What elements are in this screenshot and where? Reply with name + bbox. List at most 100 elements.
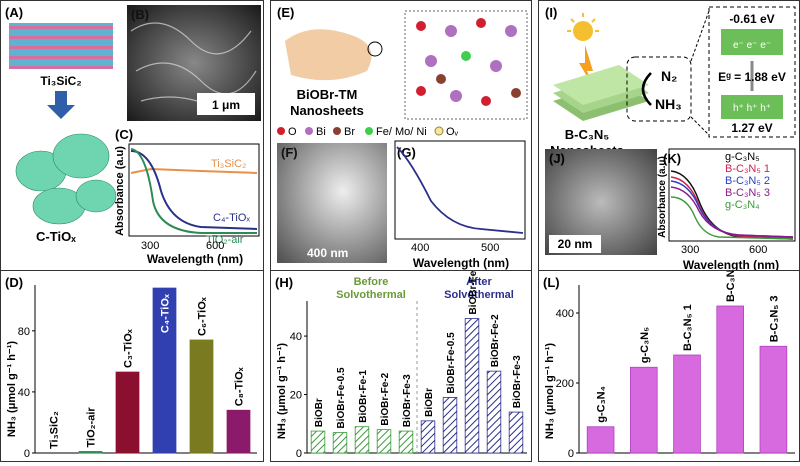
n2-label: N₂ xyxy=(661,68,677,84)
chart-g-tick-1: 500 xyxy=(481,242,499,254)
chart-d-bar xyxy=(152,287,177,454)
chart-k-frame xyxy=(668,148,796,242)
chart-h-bar xyxy=(376,429,392,454)
c-tiox-label: C-TiOₓ xyxy=(36,229,76,244)
chart-d: (D) NH₃ (μmol g⁻¹ h⁻¹) 0 40 80 Ti₃SiC₂ TiO₂-… xyxy=(5,275,257,460)
label-l: (L) xyxy=(543,275,560,290)
chart-k-ylabel: Absorbance (a.u) xyxy=(657,156,668,238)
zoom-line-top xyxy=(690,10,710,62)
legend-e-bi: Bi xyxy=(316,126,326,138)
legend-e-br-icon xyxy=(333,127,341,135)
chart-l-bar xyxy=(716,305,744,454)
chart-h-category-label: BiOBr-Fe-2 xyxy=(380,372,391,425)
biobr-nanosheet-image xyxy=(285,29,372,81)
chart-h-ytick-label: 0 xyxy=(296,448,302,460)
band-structure-box xyxy=(708,6,796,138)
chart-h-category-label: BiOBr-Fe-0.5 xyxy=(336,367,347,429)
chart-h-category-label: BiOBr xyxy=(424,388,435,417)
chart-c-xlabel: Wavelength (nm) xyxy=(147,252,243,266)
chart-h-bar xyxy=(508,411,524,454)
bcn-name-line1: B-C₃N₅ xyxy=(565,127,610,142)
crystal-atoms xyxy=(416,18,521,106)
chart-h-bar xyxy=(420,420,436,454)
chart-h-category-label: BiOBr-Fe-1 xyxy=(468,271,479,315)
chart-c-line-ti3sic2 xyxy=(130,167,258,174)
holes-icon: h⁺ h⁺ h⁺ xyxy=(733,103,771,114)
panel-abc-graphics: (A) Ti₃SiC₂ C-TiOₓ (B) 1 μm (C) Ti₃SiC₂ … xyxy=(5,5,261,266)
chart-g-frame xyxy=(394,140,526,240)
chart-h-bar xyxy=(310,430,326,454)
chart-l-bar xyxy=(586,426,615,454)
chart-h-after-line2: Solvothermal xyxy=(444,289,514,301)
label-d: (D) xyxy=(5,275,23,290)
chart-l-ytick-label: 400 xyxy=(556,308,574,320)
chart-d-ytick-label: 0 xyxy=(24,448,30,460)
label-k: (K) xyxy=(663,151,681,166)
zoom-line-bottom xyxy=(690,116,710,136)
chart-d-bar xyxy=(115,371,140,454)
biobr-title-line2: Nanosheets xyxy=(290,103,364,118)
chart-h-category-label: BiOBr-Fe-0.5 xyxy=(446,332,457,394)
panel-ijk-graphics: (I) B-C₃N₅ Nanosheets N₂ NH₃ -0.61 eV e⁻… xyxy=(545,5,796,272)
label-j: (J) xyxy=(549,151,565,166)
ti3sic2-structure-image xyxy=(9,23,113,69)
legend-k-0: g-C₃N₅ xyxy=(725,151,760,163)
scale-bar-b-bg xyxy=(197,93,255,115)
legend-k-2: B-C₃N₅ 2 xyxy=(725,175,770,187)
chart-l-bar xyxy=(759,345,788,454)
legend-e-bi-icon xyxy=(305,127,313,135)
chart-l-bar xyxy=(673,354,701,454)
label-i: (I) xyxy=(545,5,557,20)
sun-icon xyxy=(573,21,593,41)
chart-h-bar xyxy=(486,370,502,454)
chart-d-category-label: C₄-TiOₓ xyxy=(160,293,172,333)
chart-h-bar xyxy=(332,432,348,454)
label-g: (G) xyxy=(397,145,416,160)
panel-l: (L) NH₃ (μmol g⁻¹ h⁻¹) 0 200 400 g-C₃N₄ g-C₃… xyxy=(538,255,800,462)
chart-h-bar xyxy=(398,430,414,454)
chart-g-line xyxy=(396,146,524,234)
chart-l-category-label: g-C₃N₅ xyxy=(639,327,651,363)
label-b: (B) xyxy=(131,7,149,22)
vb-energy: 1.27 eV xyxy=(731,121,772,135)
chart-d-category-label: C₈-TiOₓ xyxy=(234,366,246,406)
chart-h-category-label: BiOBr-Fe-2 xyxy=(490,314,501,367)
chart-h-category-label: BiOBr-Fe-1 xyxy=(358,369,369,422)
label-a: (A) xyxy=(5,5,23,20)
arrow-down-icon-head xyxy=(47,105,75,119)
scale-bar-f: 400 nm xyxy=(307,246,348,260)
sun-rays-icon xyxy=(567,13,599,32)
chart-d-bar xyxy=(226,409,251,454)
chart-k-tick-1: 600 xyxy=(749,244,767,256)
arrow-down-icon xyxy=(55,91,67,105)
scale-bar-b: 1 μm xyxy=(212,98,240,112)
legend-k-4: g-C₃N₄ xyxy=(725,199,760,211)
panel-abc: (A) Ti₃SiC₂ C-TiOₓ (B) 1 μm (C) Ti₃SiC₂ … xyxy=(0,0,264,281)
panel-d: (D) NH₃ (μmol g⁻¹ h⁻¹) 0 40 80 Ti₃SiC₂ TiO₂-… xyxy=(0,270,264,462)
chart-d-ylabel: NH₃ (μmol g⁻¹ h⁻¹) xyxy=(6,341,18,437)
panel-efg: (E) BiOBr-TM Nanosheets O Bi Br Fe/ Mo/ … xyxy=(270,0,532,276)
chart-h-ylabel: NH₃ (μmol g⁻¹ h⁻¹) xyxy=(276,343,288,439)
legend-c-c4: C₄-TiOₓ xyxy=(213,212,250,224)
chart-h-ytick-label: 20 xyxy=(290,390,302,402)
label-c: (C) xyxy=(115,127,133,142)
sem-image-f xyxy=(277,143,387,263)
chart-d-category-label: C₆-TiOₓ xyxy=(197,296,209,336)
legend-e-metal: Fe/ Mo/ Ni xyxy=(376,126,427,138)
chart-h-category-label: BiOBr-Fe-3 xyxy=(512,355,523,408)
chart-d-bar xyxy=(78,451,103,454)
chart-h-bar xyxy=(442,397,458,454)
chart-h-category-label: BiOBr-Fe-3 xyxy=(402,374,413,427)
legend-c-tio2air: TiO₂-air xyxy=(206,234,244,246)
legend-e-metal-icon xyxy=(365,127,373,135)
chart-h-category-label: BiOBr xyxy=(314,398,325,427)
ti3sic2-label: Ti₃SiC₂ xyxy=(40,74,81,88)
legend-k-3: B-C₃N₅ 3 xyxy=(725,187,770,199)
chart-g-tick-0: 400 xyxy=(411,242,429,254)
chart-c-line-c4 xyxy=(130,150,258,230)
chart-l-category-label: B-C₃N₅ 1 xyxy=(682,304,694,351)
chart-l-category-label: B-C₃N₅ 2 xyxy=(725,271,737,302)
scale-bar-j: 20 nm xyxy=(558,237,593,251)
chart-k-line-bcn3 xyxy=(670,186,794,238)
panel-ijk: (I) B-C₃N₅ Nanosheets N₂ NH₃ -0.61 eV e⁻… xyxy=(538,0,800,276)
